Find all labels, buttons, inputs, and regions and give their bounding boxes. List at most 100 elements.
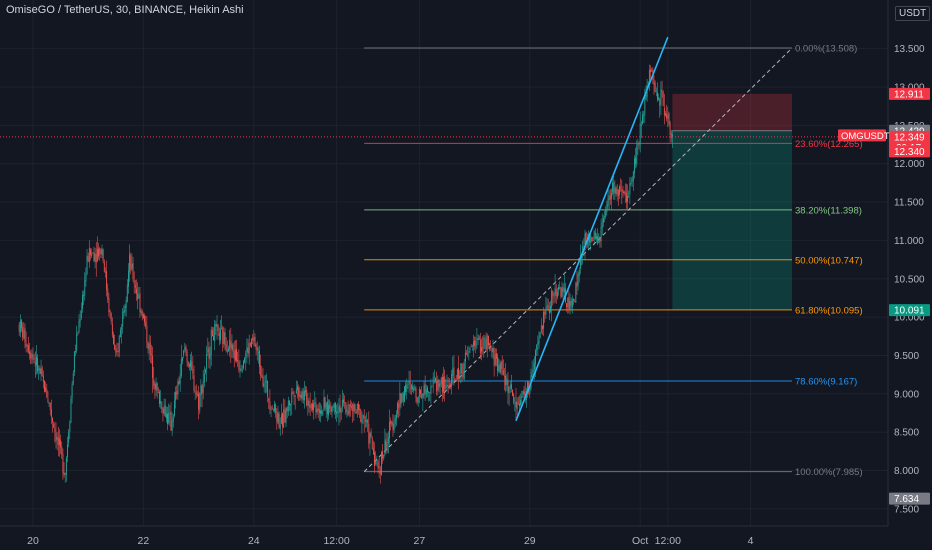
candle-body [177, 381, 179, 395]
candle-body [462, 373, 464, 378]
candle-body [148, 343, 150, 350]
candle-body [237, 359, 239, 362]
candle-body [546, 305, 548, 308]
candle-body [313, 402, 315, 411]
candle-body [53, 423, 55, 428]
position-reward-zone[interactable] [672, 130, 792, 311]
candle-body [48, 402, 50, 404]
candle-body [331, 406, 333, 413]
candle-body [408, 381, 410, 383]
candle-body [576, 281, 578, 287]
candle-body [46, 388, 48, 398]
candle-body [345, 402, 347, 413]
candle-body [52, 417, 53, 423]
candle-body [492, 347, 494, 353]
candle-body [187, 361, 189, 367]
candle-body [94, 252, 96, 262]
time-axis-background[interactable] [0, 526, 888, 550]
candle-body [122, 311, 124, 327]
candle-body [67, 444, 68, 458]
candle-body [231, 343, 233, 350]
price-tick-label: 7.500 [894, 504, 919, 515]
candle-body [25, 343, 27, 347]
candle-body [484, 338, 486, 340]
candle-body [629, 183, 631, 195]
candle-body [575, 283, 577, 303]
candle-body [210, 329, 212, 355]
candle-body [133, 280, 135, 285]
candle-body [24, 327, 26, 343]
time-axis[interactable]: 20 22 24 12:00 27 29 Oct 12:00 4 [0, 525, 888, 550]
candle-body [70, 398, 72, 423]
candle-body [598, 235, 600, 244]
candle-body [230, 341, 232, 349]
candle-body [171, 420, 173, 431]
price-label-bg [889, 87, 930, 100]
candle-body [497, 356, 499, 371]
candle-body [184, 347, 186, 351]
candle-body [378, 466, 380, 469]
short-position-tool[interactable] [672, 93, 792, 311]
candle-body [49, 402, 51, 411]
candle-body [523, 389, 525, 395]
candle-body [667, 114, 669, 119]
candle-body [395, 414, 397, 420]
candle-body [199, 393, 201, 412]
candle-body [481, 347, 482, 352]
candle-body [654, 83, 656, 92]
price-label-text: 12.911 [894, 89, 924, 100]
candle-body [620, 187, 622, 189]
candle-body [475, 341, 477, 347]
candle-body [593, 231, 595, 240]
candle-body [420, 389, 421, 394]
candle-body [134, 284, 136, 288]
candle-body [278, 413, 280, 428]
candle-body [274, 404, 275, 411]
candle-body [191, 361, 193, 370]
candle-body [613, 182, 615, 194]
candle-body [397, 403, 398, 414]
candle-body [87, 256, 89, 262]
fibonacci-retracement[interactable]: 0.00%(13.508) 23.60%(12.265) 38.20%(11.398… [363, 44, 863, 479]
fib-trend-diagonal[interactable] [363, 47, 793, 473]
candle-body [651, 69, 653, 71]
candle-body [253, 336, 255, 342]
candle-body [602, 217, 604, 223]
candle-body [344, 402, 346, 404]
candle-body [308, 401, 310, 407]
trend-line[interactable] [515, 36, 669, 421]
candle-body [407, 383, 409, 385]
candle-body [178, 380, 180, 384]
candle-body [144, 315, 145, 323]
candle-body [522, 391, 524, 395]
fib-level-label: 50.00%(10.747) [795, 255, 863, 266]
candle-body [146, 325, 148, 343]
candle-body [93, 253, 95, 261]
currency-badge[interactable]: USDT [895, 6, 931, 21]
candle-body [567, 297, 569, 307]
candle-body [386, 442, 388, 451]
price-axis[interactable]: 7.500 8.000 8.500 9.000 9.500 10.000 10.500 11.… [887, 0, 932, 550]
candle-body [659, 98, 661, 106]
candle-body [569, 301, 571, 309]
candle-body [298, 387, 300, 397]
candle-body [295, 389, 297, 394]
candle-body [423, 385, 425, 396]
candle-body [317, 408, 319, 412]
candle-body [45, 387, 47, 392]
position-risk-zone[interactable] [672, 93, 792, 131]
candle-body [448, 384, 450, 389]
candle-body [668, 112, 670, 124]
candle-body [392, 422, 394, 430]
time-tick-label: Oct [632, 535, 648, 547]
candle-body [645, 95, 647, 99]
candle-body [389, 422, 390, 439]
candle-body [474, 340, 476, 346]
candle-body [510, 384, 512, 390]
candle-body [545, 308, 547, 315]
candle-body [202, 381, 204, 393]
candle-body [560, 287, 562, 297]
candle-body [90, 249, 91, 256]
candle-body [608, 195, 610, 200]
